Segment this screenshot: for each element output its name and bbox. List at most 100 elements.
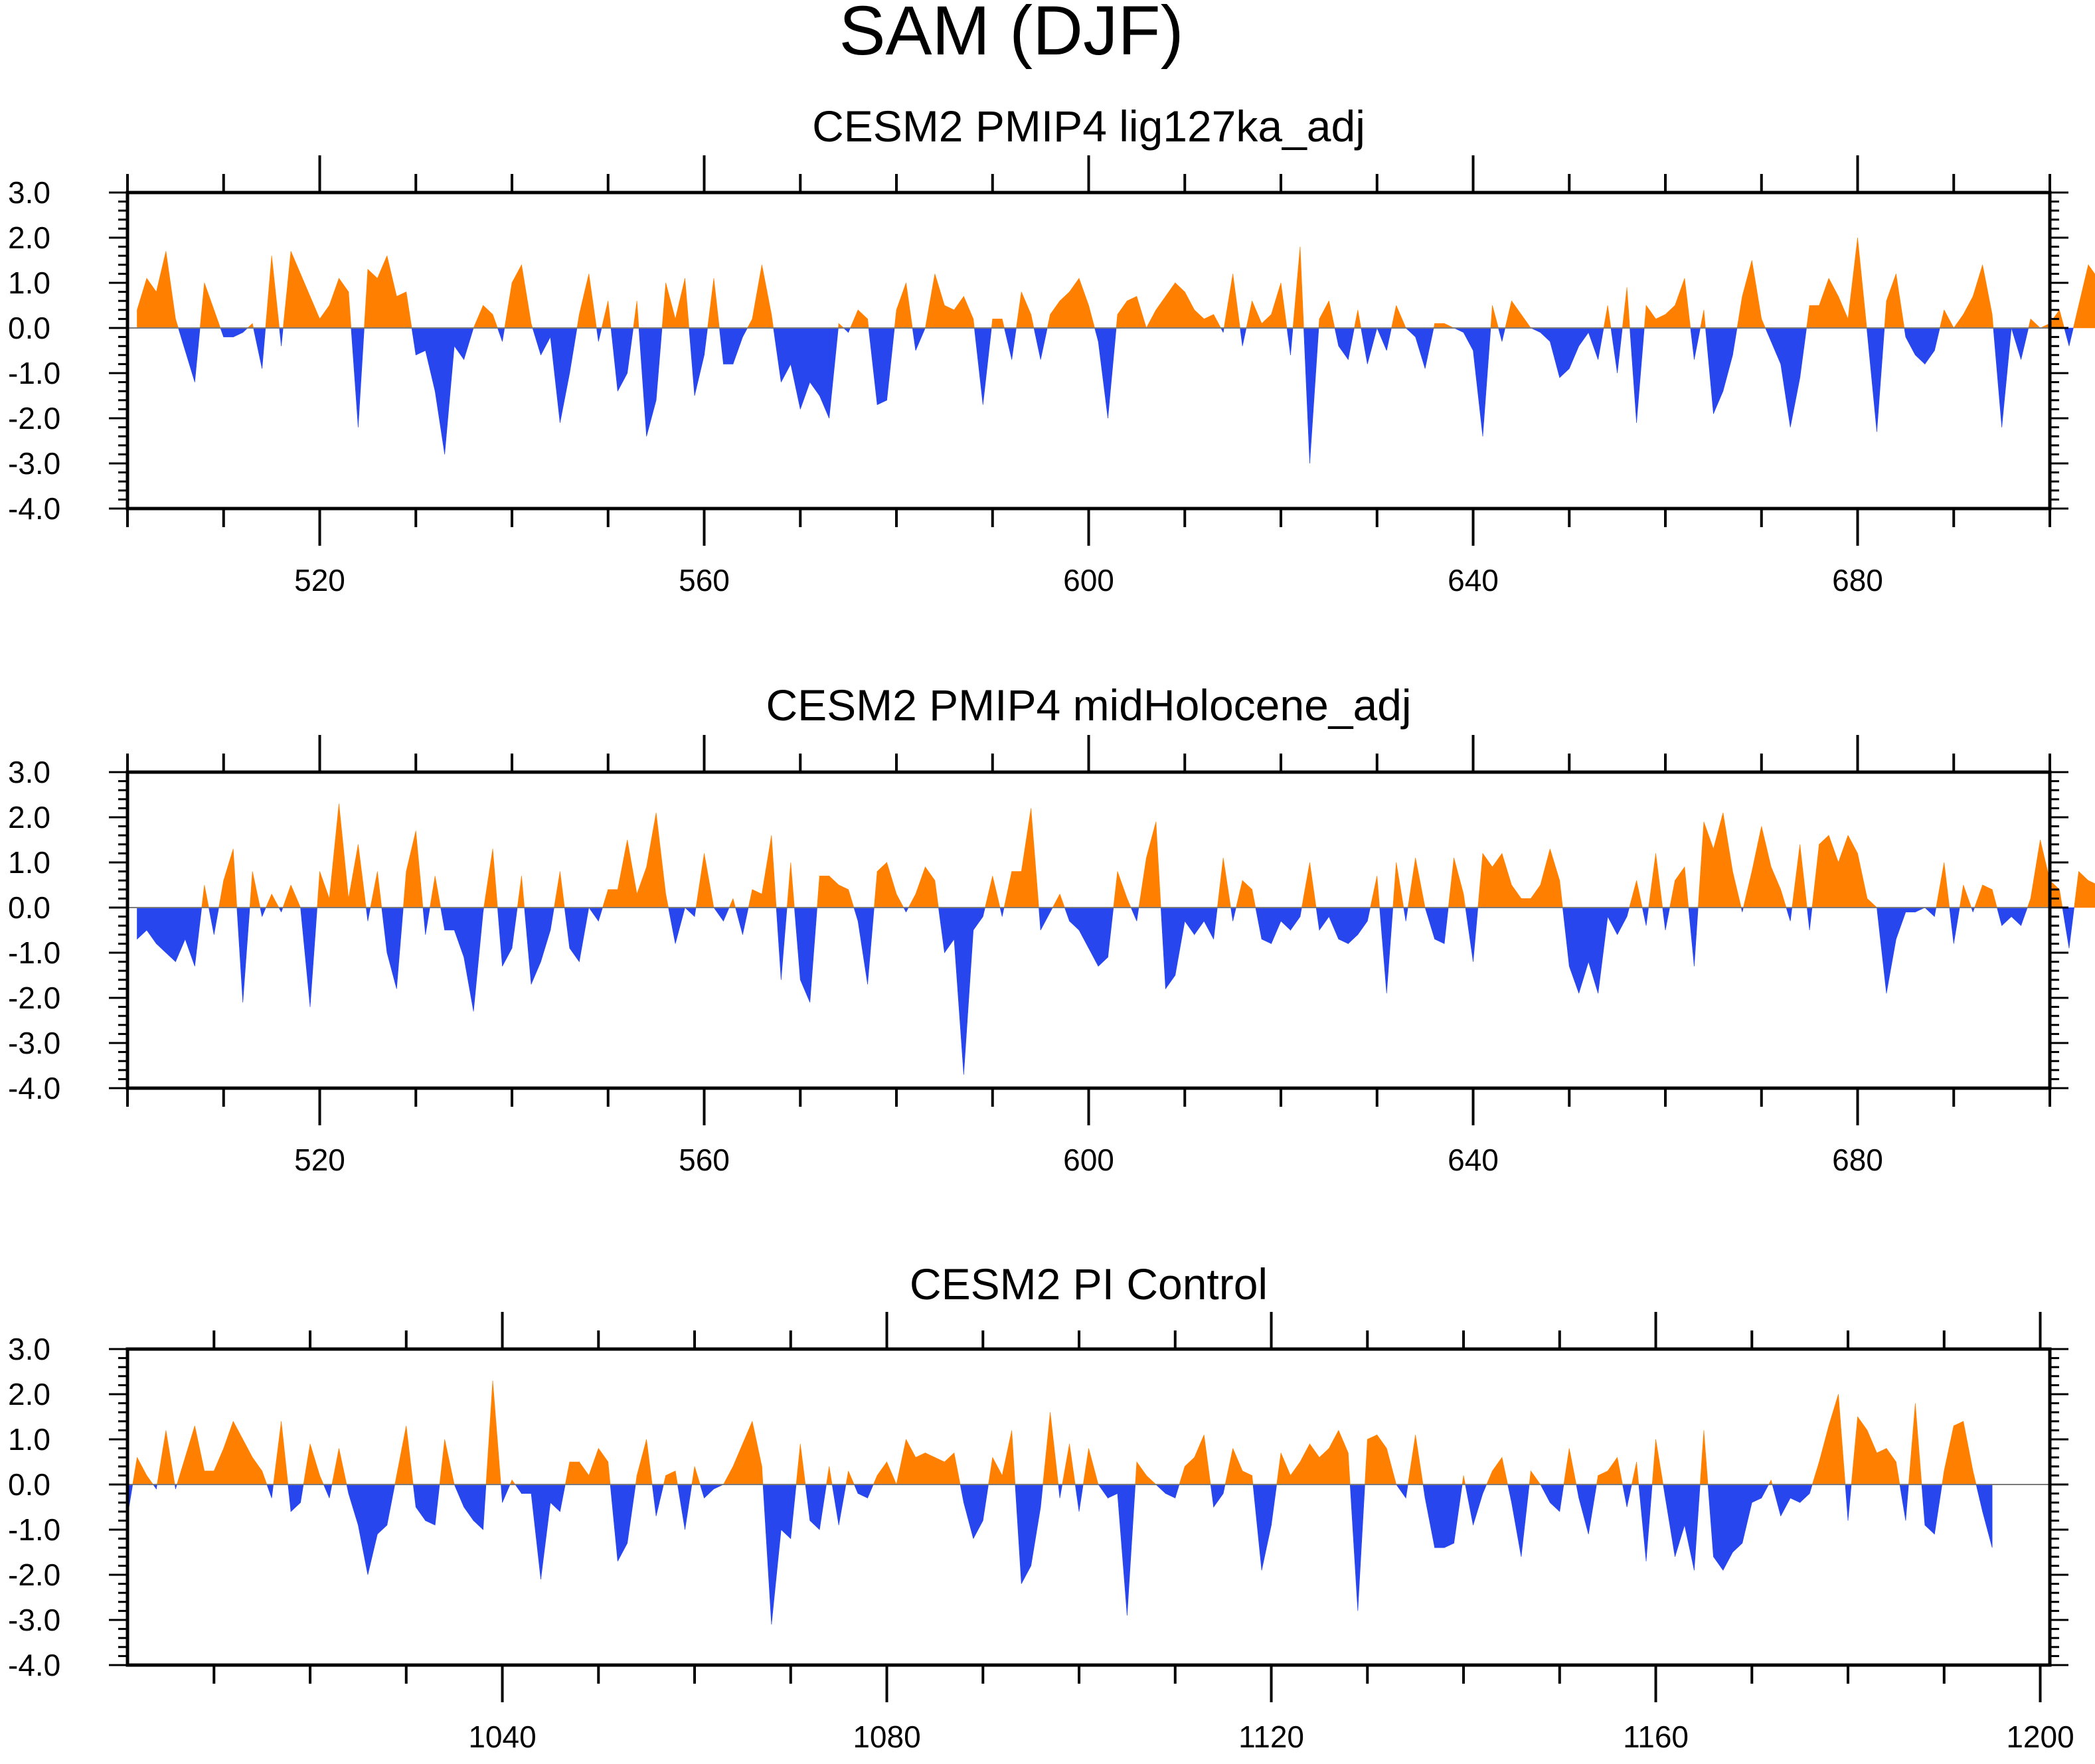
negative-area-segment xyxy=(253,327,262,369)
negative-area-segment xyxy=(1982,1484,1993,1548)
negative-area-segment xyxy=(1531,327,1541,333)
positive-area-segment xyxy=(790,862,795,908)
positive-area-segment xyxy=(1529,1471,1531,1485)
positive-area-segment xyxy=(309,296,320,329)
negative-area-segment xyxy=(677,1484,685,1530)
negative-area-segment xyxy=(579,907,590,962)
y-tick-label: 1.0 xyxy=(8,266,50,300)
positive-area-segment xyxy=(1050,1412,1059,1485)
positive-area-segment xyxy=(1329,1430,1339,1485)
y-tick-label: 3.0 xyxy=(8,755,50,789)
negative-area-segment xyxy=(857,1484,868,1498)
positive-area-segment xyxy=(2030,318,2041,329)
y-tick-label: -4.0 xyxy=(8,491,60,526)
positive-area-segment xyxy=(1607,1457,1618,1485)
positive-area-segment xyxy=(223,1421,234,1485)
negative-area-segment xyxy=(185,327,195,382)
negative-area-segment xyxy=(386,907,397,989)
positive-area-segment xyxy=(1078,278,1089,329)
positive-area-segment xyxy=(1113,871,1118,908)
negative-area-segment xyxy=(1309,327,1319,464)
negative-area-segment xyxy=(195,907,203,967)
negative-area-segment xyxy=(1424,907,1435,939)
positive-area-segment xyxy=(1939,309,1945,329)
positive-area-segment xyxy=(1252,1475,1254,1485)
positive-area-segment xyxy=(1521,313,1531,329)
negative-area-segment xyxy=(848,327,851,333)
positive-area-segment xyxy=(1936,862,1945,908)
positive-area-segment xyxy=(988,1457,993,1485)
positive-area-segment xyxy=(569,1461,580,1485)
positive-area-segment xyxy=(771,314,774,329)
positive-area-segment xyxy=(1145,309,1157,329)
positive-area-segment xyxy=(1648,853,1656,908)
negative-area-segment xyxy=(781,907,788,980)
negative-area-segment xyxy=(531,907,541,985)
positive-area-segment xyxy=(364,269,369,329)
negative-area-segment xyxy=(1444,907,1449,944)
negative-area-segment xyxy=(1165,907,1176,990)
negative-area-segment xyxy=(1280,907,1291,931)
positive-area-segment xyxy=(1828,1394,1839,1485)
negative-area-segment xyxy=(242,907,250,1002)
positive-area-segment xyxy=(2078,264,2089,329)
positive-area-segment xyxy=(1146,1475,1157,1485)
negative-area-segment xyxy=(799,907,811,1002)
negative-area-segment xyxy=(1015,1484,1022,1584)
negative-area-segment xyxy=(1261,1484,1272,1571)
negative-area-segment xyxy=(1934,907,1937,917)
negative-area-segment xyxy=(1160,907,1166,989)
negative-area-segment xyxy=(1098,1484,1108,1499)
negative-area-segment xyxy=(651,1484,657,1516)
positive-area-segment xyxy=(1963,1421,1973,1485)
positive-area-segment xyxy=(309,1443,320,1485)
positive-area-segment xyxy=(1780,889,1787,908)
y-tick-label: 2.0 xyxy=(8,800,50,835)
positive-area-segment xyxy=(1415,1435,1424,1485)
negative-area-segment xyxy=(550,907,554,931)
y-tick-label: 2.0 xyxy=(8,220,50,255)
negative-area-segment xyxy=(1905,327,1916,355)
positive-area-segment xyxy=(1703,1430,1709,1485)
negative-area-segment xyxy=(1800,327,1807,378)
negative-area-segment xyxy=(1705,327,1714,414)
positive-area-segment xyxy=(826,1466,829,1485)
positive-area-segment xyxy=(1770,1480,1773,1485)
positive-area-segment xyxy=(1175,282,1185,329)
negative-area-segment xyxy=(1040,907,1050,931)
negative-area-segment xyxy=(655,327,663,400)
positive-area-segment xyxy=(434,876,442,908)
positive-area-segment xyxy=(157,1430,167,1485)
negative-area-segment xyxy=(1098,907,1108,967)
negative-area-segment xyxy=(1482,1484,1487,1494)
positive-area-segment xyxy=(2074,871,2079,908)
positive-area-segment xyxy=(1703,821,1714,908)
positive-area-segment xyxy=(1271,282,1282,329)
negative-area-segment xyxy=(1896,907,1906,939)
negative-area-segment xyxy=(195,327,201,382)
positive-area-segment xyxy=(1521,898,1531,908)
negative-area-segment xyxy=(483,1484,487,1530)
positive-area-segment xyxy=(848,889,855,908)
positive-area-segment xyxy=(915,866,926,908)
negative-area-segment xyxy=(425,907,430,935)
positive-area-segment xyxy=(1203,1435,1211,1485)
negative-area-segment xyxy=(515,1484,522,1494)
positive-area-segment xyxy=(934,880,939,908)
negative-area-segment xyxy=(2064,327,2070,347)
positive-area-segment xyxy=(608,301,612,329)
positive-area-segment xyxy=(1603,305,1608,329)
positive-area-segment xyxy=(2030,839,2041,908)
negative-area-segment xyxy=(1021,1484,1031,1584)
positive-area-segment xyxy=(1751,826,1762,908)
positive-area-segment xyxy=(1505,301,1512,329)
positive-area-segment xyxy=(1179,1466,1185,1485)
negative-area-segment xyxy=(1809,907,1813,931)
positive-area-segment xyxy=(132,1457,137,1485)
negative-area-segment xyxy=(1498,327,1503,342)
negative-area-segment xyxy=(351,327,359,428)
positive-area-segment xyxy=(1492,305,1499,329)
negative-area-segment xyxy=(685,1484,693,1530)
negative-area-segment xyxy=(463,327,474,360)
positive-area-segment xyxy=(925,1452,936,1485)
